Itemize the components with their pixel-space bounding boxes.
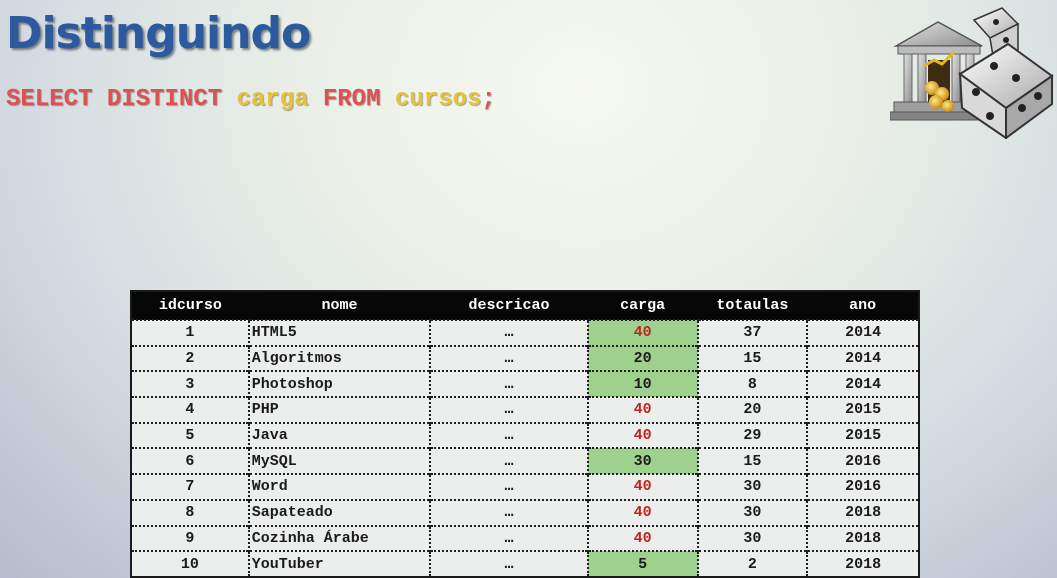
cell-carga: 40 — [586, 524, 698, 552]
cell-carga: 40 — [586, 498, 698, 526]
cell-ano: 2015 — [806, 421, 919, 449]
cell-totaulas: 20 — [696, 396, 808, 423]
table-row: 2 Algoritmos… 20 15 2014 — [131, 344, 919, 372]
cell-totaulas: 37 — [696, 319, 808, 346]
cell-descricao: … — [429, 550, 588, 577]
table-row: 9 Cozinha Árabe… 40 30 2018 — [131, 524, 919, 552]
cell-idcurso: 9 — [131, 524, 249, 552]
page-title: Distinguindo — [6, 8, 311, 59]
cell-ano: 2014 — [806, 319, 919, 346]
cell-totaulas: 15 — [696, 447, 808, 475]
cell-totaulas: 29 — [696, 421, 808, 449]
column-header-idcurso: idcurso — [131, 291, 249, 320]
cell-descricao: … — [429, 344, 588, 372]
cell-ano: 2014 — [806, 370, 919, 398]
cell-totaulas: 15 — [696, 344, 808, 372]
sql-select-keyword: SELECT DISTINCT — [6, 86, 223, 113]
cell-nome: Photoshop — [247, 370, 431, 398]
sql-statement: SELECT DISTINCT carga FROM cursos; — [6, 86, 496, 113]
cell-totaulas: 2 — [696, 550, 808, 577]
table-header-row: idcurso nome descricao carga totaulas ano — [131, 291, 919, 320]
sql-from-keyword: FROM — [322, 86, 381, 113]
cell-carga: 40 — [586, 319, 698, 346]
cell-nome: HTML5 — [247, 319, 431, 346]
cell-totaulas: 30 — [696, 524, 808, 552]
cell-totaulas: 8 — [696, 370, 808, 398]
table-body: 1 HTML5… 40 37 2014 2 Algoritmos… 20 15 2014 3 Phot… — [131, 319, 919, 577]
cell-descricao: … — [429, 524, 588, 552]
cell-idcurso: 5 — [131, 421, 249, 449]
bank-and-dice-logo — [890, 7, 1054, 139]
cell-descricao: … — [429, 421, 588, 449]
cell-idcurso: 6 — [131, 447, 249, 475]
cell-nome: Word — [247, 473, 431, 500]
cell-idcurso: 10 — [131, 550, 249, 577]
table-row: 4 PHP… 40 20 2015 — [131, 396, 919, 423]
cell-ano: 2018 — [806, 498, 919, 526]
cell-ano: 2015 — [806, 396, 919, 423]
cell-idcurso: 7 — [131, 473, 249, 500]
table-row: 3 Photoshop… 10 8 2014 — [131, 370, 919, 398]
cell-idcurso: 4 — [131, 396, 249, 423]
sql-table: cursos — [394, 86, 482, 113]
column-header-nome: nome — [248, 291, 431, 320]
cell-descricao: … — [429, 498, 588, 526]
table-row: 8 Sapateado… 40 30 2018 — [131, 498, 919, 526]
cell-carga: 40 — [586, 473, 698, 500]
column-header-ano: ano — [807, 291, 919, 320]
column-header-descricao: descricao — [430, 291, 588, 320]
cell-ano: 2014 — [806, 344, 919, 372]
cell-carga: 40 — [586, 396, 698, 423]
cell-descricao: … — [429, 473, 588, 500]
cell-nome: PHP — [247, 396, 431, 423]
cell-idcurso: 1 — [131, 319, 249, 346]
cell-ano: 2018 — [806, 524, 919, 552]
cell-descricao: … — [429, 396, 588, 423]
cell-carga: 20 — [586, 344, 698, 372]
table-row: 1 HTML5… 40 37 2014 — [131, 319, 919, 346]
dice-icon — [958, 7, 1054, 139]
table-row: 5 Java… 40 29 2015 — [131, 421, 919, 449]
cell-nome: Sapateado — [247, 498, 431, 526]
cell-descricao: … — [429, 370, 588, 398]
table-row: 6 MySQL… 30 15 2016 — [131, 447, 919, 475]
cell-carga: 5 — [586, 550, 698, 577]
sql-column: carga — [236, 86, 309, 113]
cell-idcurso: 2 — [131, 344, 249, 372]
cursos-table: idcurso nome descricao carga totaulas ano 1 HT… — [130, 290, 920, 578]
cell-carga: 40 — [586, 421, 698, 449]
cell-nome: YouTuber — [247, 550, 431, 577]
column-header-carga: carga — [587, 291, 698, 320]
table-row: 10 YouTuber… 5 2 2018 — [131, 550, 919, 577]
cell-descricao: … — [429, 319, 588, 346]
column-header-totaulas: totaulas — [697, 291, 808, 320]
cell-totaulas: 30 — [696, 473, 808, 500]
cell-ano: 2018 — [806, 550, 919, 577]
sql-semicolon: ; — [481, 86, 496, 113]
cell-ano: 2016 — [806, 473, 919, 500]
cell-nome: Algoritmos — [247, 344, 431, 372]
cell-carga: 30 — [586, 447, 698, 475]
cell-idcurso: 3 — [131, 370, 249, 398]
cell-descricao: … — [429, 447, 588, 475]
cell-nome: Java — [247, 421, 431, 449]
cell-nome: MySQL — [247, 447, 431, 475]
cell-ano: 2016 — [806, 447, 919, 475]
table-row: 7 Word… 40 30 2016 — [131, 473, 919, 500]
cell-nome: Cozinha Árabe — [247, 524, 431, 552]
cell-carga: 10 — [586, 370, 698, 398]
cell-idcurso: 8 — [131, 498, 249, 526]
cell-totaulas: 30 — [696, 498, 808, 526]
